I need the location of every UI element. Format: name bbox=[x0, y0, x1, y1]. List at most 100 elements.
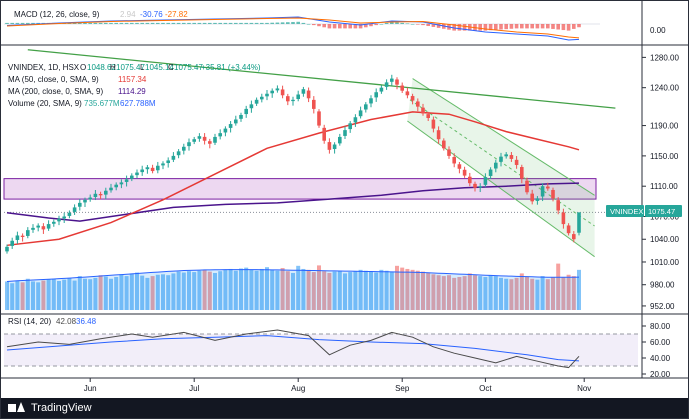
candle-body bbox=[353, 117, 358, 123]
volume-bar bbox=[457, 276, 462, 310]
candle-body bbox=[447, 149, 451, 156]
volume-bar bbox=[254, 270, 259, 310]
macd-hist-bar bbox=[405, 23, 410, 25]
macd-hist-bar bbox=[88, 22, 92, 24]
long-trendline[interactable] bbox=[27, 49, 616, 109]
macd-hist-bar bbox=[525, 24, 529, 29]
channel-mid-line bbox=[409, 99, 595, 227]
macd-hist-bar bbox=[78, 22, 82, 24]
macd-hist-bar bbox=[353, 24, 358, 29]
candle-body bbox=[483, 177, 488, 185]
macd-line bbox=[6, 16, 580, 41]
time-tick-label: Jul bbox=[189, 384, 199, 393]
macd-hist-bar bbox=[431, 24, 436, 27]
macd-hist-bar bbox=[478, 24, 482, 31]
candle-body bbox=[176, 151, 181, 156]
volume-bar bbox=[551, 277, 555, 310]
change-value: +35.81 (+3.44%) bbox=[201, 63, 261, 72]
volume-bar bbox=[540, 276, 545, 310]
volume-bar bbox=[197, 270, 202, 310]
price-tick-label: 980.00 bbox=[650, 281, 675, 290]
candle-body bbox=[187, 142, 191, 147]
candle-body bbox=[504, 154, 508, 157]
volume-bar bbox=[114, 276, 119, 310]
candle-body bbox=[566, 225, 571, 234]
macd-hist-bar bbox=[504, 24, 508, 30]
price-tick-label: 1280.00 bbox=[650, 53, 679, 62]
candle-body bbox=[171, 155, 176, 160]
candle-body bbox=[317, 111, 321, 126]
macd-hist-bar bbox=[98, 22, 103, 24]
candle-body bbox=[348, 123, 352, 130]
descending-channel[interactable] bbox=[407, 78, 595, 258]
last-price-symbol: VNINDEX bbox=[610, 207, 643, 216]
volume-bar bbox=[228, 268, 233, 310]
zone-rect bbox=[3, 178, 597, 200]
high-value: 1075.47 bbox=[116, 63, 145, 72]
candle-body bbox=[156, 165, 160, 171]
volume-bar bbox=[155, 274, 160, 310]
candle-body bbox=[530, 193, 534, 202]
macd-hist-bar bbox=[208, 22, 212, 24]
price-tick-label: 1010.00 bbox=[650, 258, 679, 267]
candle-body bbox=[499, 156, 503, 162]
macd-hist-bar bbox=[379, 24, 384, 25]
open-value: 1048.62 bbox=[87, 63, 116, 72]
candle-body bbox=[556, 200, 560, 211]
volume-ma-line bbox=[6, 269, 580, 282]
candle-body bbox=[494, 162, 498, 169]
candle-body bbox=[41, 226, 46, 230]
candlesticks bbox=[5, 74, 581, 254]
volume-bar bbox=[545, 279, 550, 310]
support-resistance-zone[interactable] bbox=[3, 178, 642, 213]
volume-bar bbox=[514, 277, 519, 310]
time-tick-label: Sep bbox=[395, 384, 410, 393]
macd-label: MACD (12, 26, close, 9) bbox=[14, 10, 100, 19]
macd-hist-bar bbox=[530, 24, 534, 29]
volume-bar bbox=[57, 281, 61, 310]
volume-bar bbox=[265, 267, 269, 310]
macd-hist-bar bbox=[561, 24, 566, 31]
volume-bar bbox=[218, 271, 223, 310]
candle-body bbox=[436, 130, 441, 140]
macd-hist-bar bbox=[301, 22, 306, 24]
volume-bar bbox=[493, 276, 498, 310]
candle-body bbox=[431, 119, 436, 129]
volume-bar bbox=[25, 278, 30, 310]
price-tick-label: 1040.00 bbox=[650, 235, 679, 244]
macd-hist-bar bbox=[182, 22, 186, 24]
candle-body bbox=[468, 176, 472, 184]
candle-body bbox=[379, 87, 384, 92]
macd-hist-bar bbox=[535, 24, 540, 29]
macd-hist-bar bbox=[390, 21, 394, 24]
volume-bar bbox=[41, 280, 46, 310]
last-price-marker[interactable]: VNINDEX 1075.47 bbox=[606, 205, 682, 217]
volume-bar bbox=[31, 281, 35, 310]
tradingview-logo[interactable]: TradingView bbox=[8, 402, 92, 414]
volume-bar bbox=[519, 273, 524, 310]
volume-bar bbox=[202, 269, 207, 310]
bottom-bar bbox=[0, 398, 689, 419]
macd-hist-bar bbox=[488, 24, 493, 31]
volume-bar bbox=[150, 276, 155, 310]
channel-upper-line bbox=[412, 78, 595, 196]
macd-hist-bar bbox=[213, 22, 217, 24]
macd-hist-bar bbox=[540, 24, 545, 29]
close-label: C bbox=[168, 63, 174, 72]
candle-body bbox=[265, 93, 269, 97]
candle-body bbox=[104, 190, 108, 195]
volume-bar bbox=[566, 274, 571, 310]
macd-hist-bar bbox=[10, 22, 14, 24]
macd-hist-bar bbox=[93, 22, 98, 24]
volume-bar bbox=[358, 269, 363, 310]
candle-body bbox=[254, 99, 259, 104]
candle-body bbox=[400, 85, 404, 91]
volume-bar bbox=[488, 275, 493, 310]
macd-hist-bar bbox=[218, 22, 222, 24]
candle-body bbox=[124, 179, 129, 182]
candle-body bbox=[551, 189, 555, 199]
macd-hist-value: 2.94 bbox=[120, 10, 136, 19]
candle-body bbox=[10, 240, 14, 246]
macd-hist-bar bbox=[520, 24, 524, 29]
volume-bar bbox=[129, 273, 134, 310]
